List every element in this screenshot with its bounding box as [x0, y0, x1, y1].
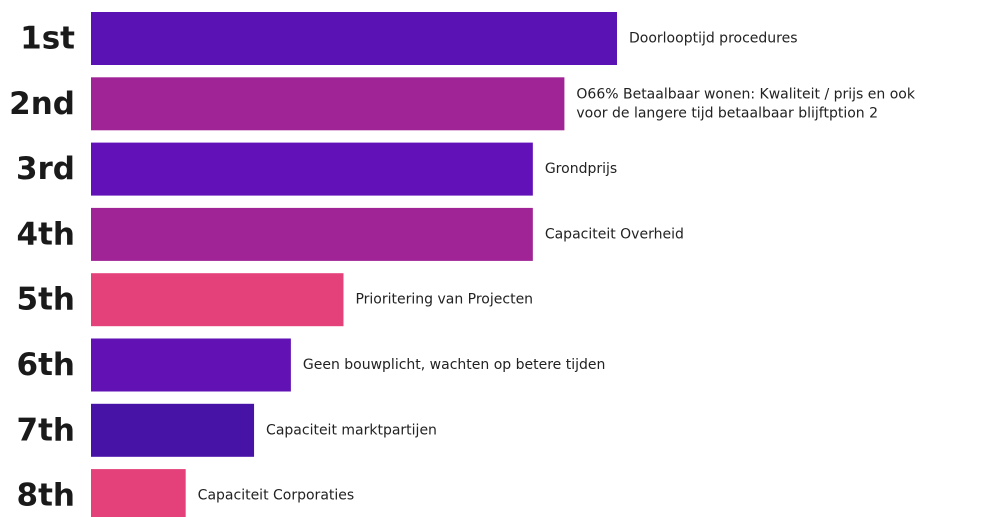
bar-label-4th: Capaciteit Overheid: [545, 226, 684, 242]
rank-label-2nd: 2nd: [9, 86, 75, 122]
bar-label-line: Capaciteit Overheid: [545, 226, 684, 242]
bar-2nd: [91, 77, 565, 131]
bar-label-5th: Prioritering van Projecten: [355, 292, 533, 308]
bar-label-line: Grondprijs: [545, 161, 617, 177]
bar-label-6th: Geen bouwplicht, wachten op betere tijde…: [303, 357, 605, 373]
bar-5th: [91, 273, 344, 327]
bar-label-line: Doorlooptijd procedures: [629, 31, 798, 47]
bar-label-line: Geen bouwplicht, wachten op betere tijde…: [303, 357, 605, 373]
rank-label-5th: 5th: [17, 282, 75, 318]
bar-labels-layer: Doorlooptijd procedures O66% Betaalbaar w…: [198, 31, 916, 504]
bar-label-line: Prioritering van Projecten: [355, 292, 533, 308]
rank-label-1st: 1st: [20, 21, 75, 57]
bar-7th: [91, 403, 255, 457]
rank-label-8th: 8th: [17, 478, 75, 514]
rank-label-7th: 7th: [17, 412, 75, 448]
bars-layer: [91, 12, 617, 517]
bar-1st: [91, 12, 617, 65]
bar-label-line: voor de langere tijd betaalbaar blijftpt…: [576, 105, 878, 121]
bar-8th: [91, 469, 186, 517]
rank-labels-layer: 1st 2nd 3rd 4th 5th 6th 7th 8th: [9, 21, 75, 514]
bar-4th: [91, 207, 533, 261]
bar-label-3rd: Grondprijs: [545, 161, 617, 177]
rank-label-6th: 6th: [17, 347, 75, 383]
bar-3rd: [91, 142, 533, 196]
rank-label-4th: 4th: [17, 216, 75, 252]
bar-label-1st: Doorlooptijd procedures: [629, 31, 798, 47]
bar-6th: [91, 338, 291, 392]
bar-label-line: O66% Betaalbaar wonen: Kwaliteit / prijs…: [576, 86, 915, 102]
rank-label-3rd: 3rd: [16, 151, 75, 187]
bar-label-line: Capaciteit Corporaties: [198, 488, 355, 504]
bar-label-line: Capaciteit marktpartijen: [266, 422, 437, 438]
bar-label-8th: Capaciteit Corporaties: [198, 488, 355, 504]
bar-label-7th: Capaciteit marktpartijen: [266, 422, 437, 438]
bar-label-2nd: O66% Betaalbaar wonen: Kwaliteit / prijs…: [576, 86, 915, 121]
